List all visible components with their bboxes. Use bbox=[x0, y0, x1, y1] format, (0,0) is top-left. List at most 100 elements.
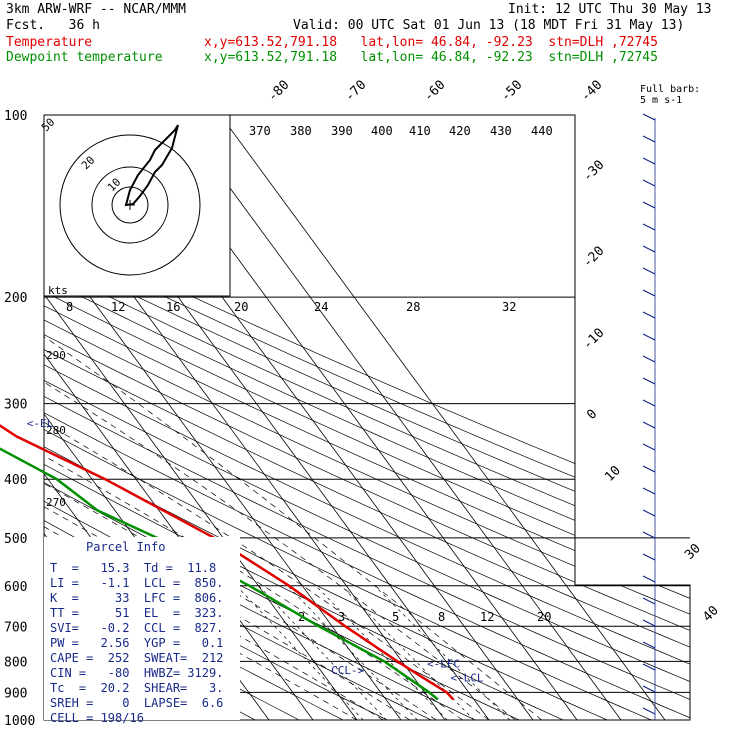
pressure-tick-label: 700 bbox=[4, 620, 27, 635]
wind-barb bbox=[642, 179, 656, 187]
dewpoint-legend: Dewpoint temperature bbox=[6, 50, 163, 65]
mixing-ratio-label: 3 bbox=[338, 610, 345, 624]
moist-adiabat-line bbox=[44, 296, 410, 720]
init-time: Init: 12 UTC Thu 30 May 13 bbox=[508, 2, 712, 17]
mixing-ratio-line bbox=[287, 585, 418, 720]
barb-legend-line: Full barb: bbox=[640, 84, 700, 95]
theta-top-label: 420 bbox=[449, 124, 471, 138]
wind-barb bbox=[642, 685, 656, 693]
theta-axis-label: 270 bbox=[46, 496, 66, 509]
pressure-tick-label: 100 bbox=[4, 109, 27, 124]
pressure-tick-label: 1000 bbox=[4, 714, 35, 729]
hodograph-units-label: kts bbox=[48, 284, 68, 297]
el-annotation: <-EL bbox=[27, 417, 54, 430]
theta-top-label: 380 bbox=[290, 124, 312, 138]
wind-barb bbox=[642, 619, 656, 627]
mixing-ratio-line bbox=[258, 585, 387, 720]
speed-axis-label: 24 bbox=[314, 300, 328, 314]
mixing-ratio-line bbox=[236, 585, 364, 720]
wind-barb bbox=[642, 553, 656, 561]
speed-axis-label: 16 bbox=[166, 300, 180, 314]
dry-adiabat-line bbox=[44, 115, 690, 720]
parcel-info-panel: Parcel Info T = 15.3 Td = 11.8 LI = -1.1 … bbox=[44, 537, 240, 725]
dry-adiabat-line bbox=[44, 115, 690, 720]
wind-barb bbox=[642, 355, 656, 363]
wind-barb bbox=[642, 223, 656, 231]
isotherm-top-label: -40 bbox=[578, 78, 605, 105]
parcel-info-row: SREH = 0 LAPSE= 6.6 bbox=[50, 696, 224, 710]
wind-barb bbox=[642, 509, 656, 517]
moist-adiabat-line bbox=[44, 296, 437, 720]
mixing-ratio-line bbox=[315, 585, 448, 720]
pressure-tick-label: 400 bbox=[4, 473, 27, 488]
isotherm-right-label: 40 bbox=[700, 603, 722, 625]
mixing-ratio-label: 20 bbox=[537, 610, 551, 624]
dry-adiabat-line bbox=[44, 115, 652, 720]
theta-top-label: 430 bbox=[490, 124, 512, 138]
parcel-info-row: PW = 2.56 YGP = 0.1 bbox=[50, 636, 224, 650]
wind-barb bbox=[642, 157, 656, 165]
parcel-info-row: K = 33 LFC = 806. bbox=[50, 591, 224, 605]
dry-adiabat-line bbox=[44, 115, 690, 720]
speed-axis-label: 28 bbox=[406, 300, 420, 314]
wind-barb bbox=[642, 465, 656, 473]
mixing-ratio-label: 8 bbox=[438, 610, 445, 624]
isotherm-right-label: 30 bbox=[682, 541, 704, 563]
dry-adiabat-line bbox=[44, 115, 690, 720]
speed-axis-label: 8 bbox=[66, 300, 73, 314]
pressure-tick-label: 900 bbox=[4, 686, 27, 701]
mixing-ratio-label: 12 bbox=[480, 610, 494, 624]
dry-adiabat-line bbox=[44, 115, 690, 720]
isotherm-top-label: -60 bbox=[421, 78, 448, 105]
hodograph-ring bbox=[111, 186, 149, 224]
lfc-annotation: <-LFC bbox=[427, 657, 460, 670]
ccl-annotation: CCL-> bbox=[331, 664, 364, 677]
wind-barb bbox=[642, 663, 656, 671]
dry-adiabat-line bbox=[44, 115, 690, 720]
pressure-tick-label: 500 bbox=[4, 532, 27, 547]
wind-barb bbox=[642, 311, 656, 319]
wind-barb bbox=[642, 707, 656, 715]
isotherm-line bbox=[44, 115, 358, 720]
moist-adiabat-line bbox=[44, 296, 490, 720]
temperature-profile bbox=[0, 424, 455, 701]
dry-adiabat-line bbox=[44, 115, 608, 720]
hodograph-ring bbox=[91, 166, 169, 244]
wind-barb bbox=[642, 641, 656, 649]
wind-barb bbox=[642, 333, 656, 341]
wind-barb bbox=[642, 597, 656, 605]
lcl-annotation: <-LCL bbox=[450, 671, 483, 684]
isotherm-line bbox=[176, 115, 622, 720]
isotherm-top-label: -70 bbox=[342, 78, 369, 105]
mixing-ratio-line bbox=[374, 585, 511, 720]
isotherm-right-label: -10 bbox=[580, 326, 607, 353]
parcel-info-row: SVI= -0.2 CCL = 827. bbox=[50, 621, 224, 635]
barb-legend-line: 5 m s-1 bbox=[640, 95, 682, 106]
speed-axis-label: 32 bbox=[502, 300, 516, 314]
dry-adiabat-line bbox=[44, 115, 690, 720]
isotherm-line bbox=[44, 115, 402, 720]
theta-top-label: 410 bbox=[409, 124, 431, 138]
pressure-tick-label: 300 bbox=[4, 398, 27, 413]
forecast-hour: Fcst. 36 h bbox=[6, 18, 100, 33]
wind-barb bbox=[642, 487, 656, 495]
dry-adiabat-line bbox=[44, 115, 690, 720]
theta-axis-label: 280 bbox=[46, 424, 66, 437]
speed-axis-label: 12 bbox=[111, 300, 125, 314]
isotherm-right-label: 10 bbox=[602, 463, 624, 485]
isotherm-top-label: -80 bbox=[265, 78, 292, 105]
dry-adiabat-line bbox=[44, 115, 690, 720]
parcel-info-row: CELL = 198/16 bbox=[50, 711, 144, 725]
model-title: 3km ARW-WRF -- NCAR/MMM bbox=[6, 2, 187, 17]
wind-barb bbox=[642, 575, 656, 583]
wind-barb bbox=[642, 443, 656, 451]
hodograph-panel bbox=[43, 114, 231, 297]
wind-barb bbox=[642, 399, 656, 407]
pressure-tick-label: 800 bbox=[4, 655, 27, 670]
pressure-tick-label: 600 bbox=[4, 580, 27, 595]
wind-barb bbox=[642, 421, 656, 429]
wind-barb bbox=[642, 267, 656, 275]
isotherm-line bbox=[220, 115, 666, 720]
parcel-info-row: CAPE = 252 SWEAT= 212 bbox=[50, 651, 224, 665]
